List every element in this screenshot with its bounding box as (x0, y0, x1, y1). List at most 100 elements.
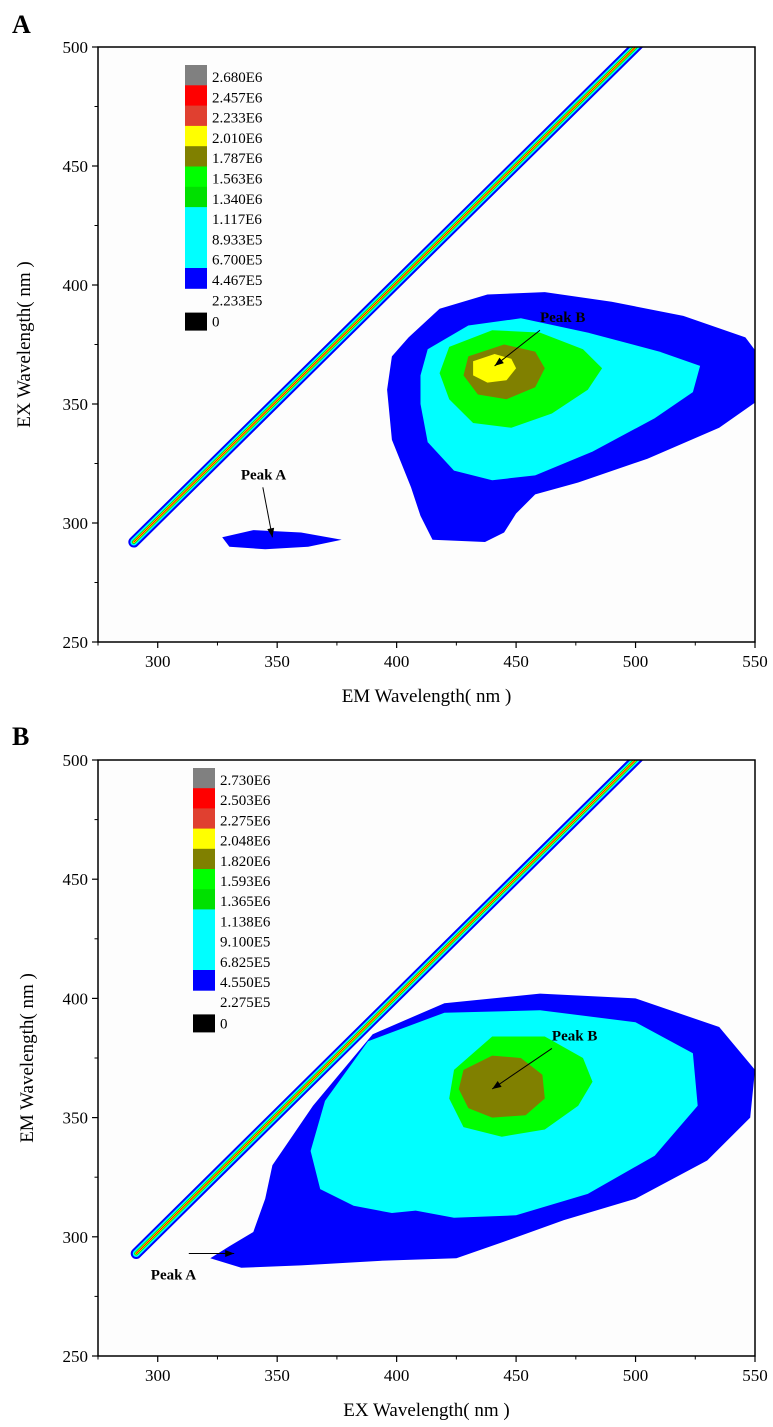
legend-label: 1.563E6 (212, 172, 263, 188)
legend-label: 2.457E6 (212, 90, 263, 106)
y-tick-label: 250 (63, 633, 89, 652)
x-tick-label: 350 (264, 652, 290, 671)
y-tick-label: 350 (63, 1109, 89, 1128)
y-tick-label: 350 (63, 395, 89, 414)
legend-label: 6.825E5 (220, 955, 270, 971)
legend-swatch (193, 869, 215, 890)
y-axis-title: EX Wavelength( nm ) (14, 261, 35, 427)
legend-label: 1.138E6 (220, 914, 271, 930)
legend-swatch (193, 768, 215, 789)
x-tick-label: 550 (742, 1366, 768, 1385)
legend-swatch (185, 146, 207, 167)
chart-panel-a: Peak B Peak A 300 350 400 450 500 550 250 300 350 4… (12, 10, 768, 707)
peak-label: Peak B (552, 1028, 597, 1044)
legend-swatch (185, 125, 207, 147)
y-tick-label: 300 (63, 1228, 89, 1247)
legend-swatch (193, 788, 215, 809)
y-tick-label: 450 (63, 870, 89, 889)
x-tick-label: 500 (623, 652, 649, 671)
peak-arrow (494, 329, 541, 367)
panel-letter: A (12, 10, 31, 39)
legend-label: 0 (212, 315, 220, 331)
legend-swatch (193, 949, 215, 971)
legend-label: 1.117E6 (212, 212, 262, 228)
legend-swatch (193, 889, 215, 910)
x-tick-label: 400 (384, 1366, 410, 1385)
legend-label: 1.787E6 (212, 151, 263, 167)
legend-label: 2.233E6 (212, 111, 263, 127)
legend-swatch (185, 247, 207, 269)
legend-swatch (185, 227, 207, 249)
y-tick-label: 500 (63, 751, 89, 770)
legend-swatch (193, 909, 215, 931)
y-tick-label: 300 (63, 514, 89, 533)
legend-label: 1.340E6 (212, 192, 263, 208)
legend-label: 2.680E6 (212, 70, 263, 86)
legend-label: 4.467E5 (212, 273, 262, 289)
scatter-band (135, 760, 637, 1254)
x-tick-label: 300 (145, 1366, 171, 1385)
legend-label: 2.233E5 (212, 293, 262, 309)
legend-label: 2.275E6 (220, 813, 271, 829)
peak-label: Peak A (241, 467, 287, 483)
legend-swatch (193, 970, 215, 991)
legend-swatch (193, 828, 215, 850)
legend-swatch (185, 85, 207, 107)
chart-panel-b: Peak B Peak A 300 350 400 450 500 550 250 300 350 4… (12, 722, 768, 1421)
legend-label: 2.048E6 (220, 834, 271, 850)
peak-arrowhead (492, 1081, 502, 1089)
y-tick-label: 250 (63, 1347, 89, 1366)
legend-swatch (185, 268, 207, 289)
legend-label: 0 (220, 1016, 228, 1032)
scatter-band (133, 47, 637, 543)
legend-label: 2.730E6 (220, 773, 271, 789)
plot-area (130, 760, 755, 1268)
contour-region (473, 354, 517, 383)
peak-arrowhead (225, 1249, 235, 1257)
peak-arrow (491, 1048, 553, 1090)
peak-arrowhead (494, 357, 504, 366)
x-tick-label: 500 (623, 1366, 649, 1385)
peak-label: Peak B (540, 310, 585, 326)
legend: 2.730E6 2.503E6 2.275E6 2.048E6 1.820E6 1.593… (193, 768, 271, 1033)
legend-swatch (185, 207, 207, 228)
peak-label: Peak A (151, 1267, 197, 1283)
legend-swatch-zero (193, 1014, 215, 1033)
legend-swatch (185, 186, 207, 208)
y-axis-title: EM Wavelength( nm ) (17, 973, 38, 1143)
y-tick-label: 500 (63, 38, 89, 57)
legend-label: 9.100E5 (220, 935, 270, 951)
y-tick-label: 400 (63, 989, 89, 1008)
legend-label: 2.275E5 (220, 995, 270, 1011)
legend-swatch-zero (185, 312, 207, 331)
plot-area (128, 47, 755, 550)
legend-label: 4.550E5 (220, 975, 270, 991)
legend-label: 2.503E6 (220, 793, 271, 809)
x-tick-label: 450 (503, 652, 529, 671)
x-tick-label: 400 (384, 652, 410, 671)
contour-region (222, 530, 342, 550)
legend-label: 8.933E5 (212, 232, 262, 248)
legend-label: 2.010E6 (212, 131, 263, 147)
legend-swatch (185, 105, 207, 127)
peak-arrowhead (267, 527, 275, 538)
legend-swatch (193, 808, 215, 830)
x-axis-title: EM Wavelength( nm ) (342, 686, 512, 707)
legend-swatch (193, 929, 215, 951)
x-tick-label: 350 (264, 1366, 290, 1385)
legend-label: 1.365E6 (220, 894, 271, 910)
x-tick-label: 550 (742, 652, 768, 671)
legend-swatch (193, 848, 215, 870)
legend-label: 1.820E6 (220, 854, 271, 870)
panel-letter: B (12, 722, 29, 751)
legend-swatch (185, 65, 207, 86)
legend: 2.680E6 2.457E6 2.233E6 2.010E6 1.787E6 1.563… (185, 65, 263, 331)
y-tick-label: 400 (63, 276, 89, 295)
x-tick-label: 300 (145, 652, 171, 671)
x-axis-title: EX Wavelength( nm ) (343, 1400, 509, 1421)
y-tick-label: 450 (63, 157, 89, 176)
legend-label: 6.700E5 (212, 253, 262, 269)
legend-label: 1.593E6 (220, 874, 271, 890)
x-tick-label: 450 (503, 1366, 529, 1385)
